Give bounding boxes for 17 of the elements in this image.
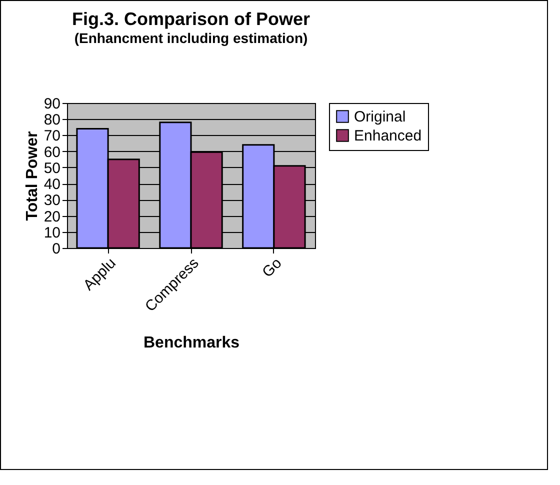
y-tick-label: 20 <box>44 208 60 226</box>
y-tick-label: 70 <box>44 128 60 145</box>
chart-title: Fig.3. Comparison of Power <box>72 9 310 29</box>
y-tick-label: 50 <box>44 160 60 177</box>
chart-subtitle: (Enhancment including estimation) <box>74 30 308 46</box>
legend-label: Original <box>354 108 406 126</box>
y-tick-label: 90 <box>44 96 60 112</box>
y-tick-label: 60 <box>44 144 60 161</box>
y-tick-label: 30 <box>44 192 60 210</box>
legend-label: Enhanced <box>354 128 422 144</box>
x-tick-label: Go <box>259 254 286 281</box>
y-tick-label: 40 <box>44 176 60 194</box>
y-tick-label: 80 <box>44 112 60 129</box>
x-axis-title: Benchmarks <box>143 334 240 352</box>
y-tick-label: 0 <box>52 240 60 258</box>
y-axis-title: Total Power <box>24 131 41 221</box>
y-tick-label: 10 <box>44 224 60 242</box>
